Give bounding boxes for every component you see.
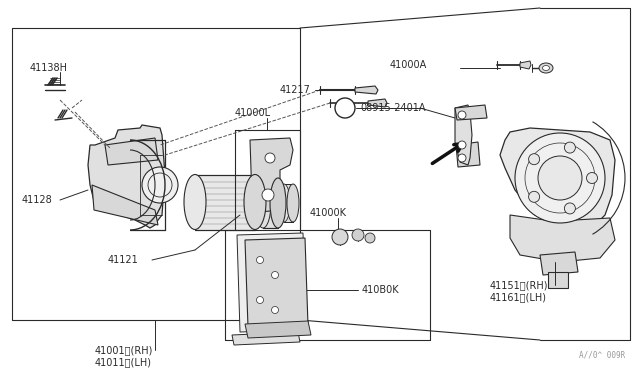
Ellipse shape [255, 178, 271, 228]
Circle shape [335, 98, 355, 118]
Ellipse shape [543, 65, 550, 71]
Circle shape [586, 173, 598, 183]
Circle shape [529, 191, 540, 202]
Polygon shape [520, 61, 531, 69]
Ellipse shape [287, 184, 299, 222]
Text: 410B0K: 410B0K [362, 285, 399, 295]
Text: 41151　(RH): 41151 (RH) [490, 280, 548, 290]
Polygon shape [540, 252, 578, 275]
Circle shape [271, 272, 278, 279]
Polygon shape [250, 138, 293, 212]
Circle shape [458, 111, 466, 119]
Circle shape [352, 229, 364, 241]
Circle shape [365, 233, 375, 243]
Text: A//0^ 009R: A//0^ 009R [579, 351, 625, 360]
Text: 41000L: 41000L [235, 108, 271, 118]
Ellipse shape [244, 174, 266, 230]
Ellipse shape [270, 178, 286, 228]
Ellipse shape [184, 174, 206, 230]
Polygon shape [237, 233, 306, 332]
Circle shape [564, 203, 575, 214]
Polygon shape [456, 142, 480, 167]
Polygon shape [284, 184, 293, 222]
Text: 41217: 41217 [280, 85, 311, 95]
Circle shape [142, 167, 178, 203]
Polygon shape [232, 332, 300, 345]
Polygon shape [263, 178, 278, 228]
Circle shape [332, 229, 348, 245]
Text: 08915-2401A: 08915-2401A [360, 103, 426, 113]
Circle shape [564, 142, 575, 153]
Circle shape [271, 307, 278, 314]
Circle shape [262, 189, 274, 201]
Circle shape [265, 153, 275, 163]
Polygon shape [510, 215, 615, 262]
Polygon shape [455, 105, 472, 165]
Polygon shape [455, 105, 487, 120]
Circle shape [257, 257, 264, 263]
Circle shape [515, 133, 605, 223]
Ellipse shape [278, 184, 290, 222]
Text: 41138H: 41138H [30, 63, 68, 73]
Polygon shape [105, 138, 158, 165]
Text: 41001　(RH): 41001 (RH) [95, 345, 154, 355]
Polygon shape [245, 321, 311, 338]
Circle shape [529, 154, 540, 165]
Polygon shape [500, 128, 615, 228]
Text: W: W [340, 103, 349, 112]
Ellipse shape [539, 63, 553, 73]
Text: 41000A: 41000A [390, 60, 428, 70]
Polygon shape [92, 185, 158, 225]
Text: 41128: 41128 [22, 195, 52, 205]
Polygon shape [88, 125, 165, 228]
Circle shape [257, 296, 264, 304]
Text: 41000K: 41000K [310, 208, 347, 218]
Circle shape [458, 154, 466, 162]
Text: 41121: 41121 [108, 255, 139, 265]
Polygon shape [245, 238, 308, 327]
Circle shape [458, 141, 466, 149]
Polygon shape [195, 175, 255, 230]
Polygon shape [548, 272, 568, 288]
Text: 41161　(LH): 41161 (LH) [490, 292, 547, 302]
Circle shape [538, 156, 582, 200]
Polygon shape [368, 99, 387, 107]
Polygon shape [355, 86, 378, 94]
Text: 41011　(LH): 41011 (LH) [95, 357, 152, 367]
